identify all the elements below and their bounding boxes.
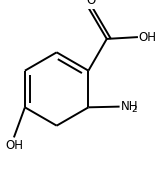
Text: 2: 2 [132,105,137,114]
Text: O: O [86,0,95,7]
Text: OH: OH [139,31,157,44]
Text: NH: NH [120,100,138,113]
Text: OH: OH [5,139,23,152]
